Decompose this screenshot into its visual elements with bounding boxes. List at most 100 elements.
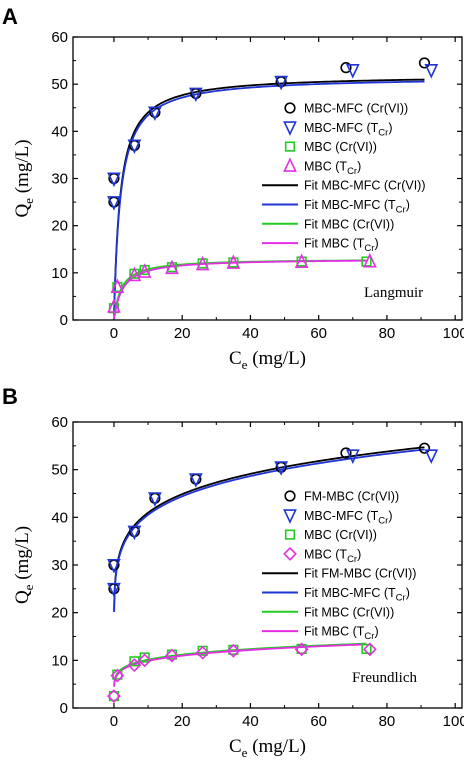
y-axis-title: Qe (mg/L) xyxy=(12,139,36,217)
data-point xyxy=(165,648,179,663)
legend-marker xyxy=(283,157,297,172)
series-3 xyxy=(108,643,372,702)
x-axis-title-sub: e xyxy=(242,357,248,372)
x-axis-title: Ce (mg/L) xyxy=(229,736,306,760)
data-point xyxy=(107,582,121,598)
data-point xyxy=(107,298,121,313)
x-tick-label: 60 xyxy=(310,325,327,342)
data-point xyxy=(148,492,162,507)
series-3 xyxy=(108,256,372,314)
legend-label-tail: ) xyxy=(357,159,361,173)
x-axis-title-unit: (mg/L) xyxy=(247,736,306,757)
series-4 xyxy=(107,252,377,313)
data-point xyxy=(418,442,431,454)
legend-label: Fit MBC (TCr) xyxy=(304,625,379,643)
legend-label: MBC-MFC (TCr) xyxy=(304,121,393,139)
legend-label-tail: ) xyxy=(374,237,378,251)
data-point xyxy=(110,278,125,293)
data-point xyxy=(107,196,121,211)
data-point xyxy=(107,558,121,574)
data-point xyxy=(107,689,121,704)
fit-line-2 xyxy=(113,80,425,316)
data-point xyxy=(226,643,241,658)
y-tick-label: 40 xyxy=(51,509,68,526)
legend-label-main: Fit FM-MBC (Cr(VI)) xyxy=(304,567,416,581)
legend-label-sub: Cr xyxy=(347,554,357,565)
legend-marker xyxy=(283,121,297,136)
model-annotation: Freundlich xyxy=(352,670,417,686)
data-point xyxy=(226,254,241,269)
y-axis-title-unit: (mg/L) xyxy=(12,139,33,198)
legend-marker xyxy=(283,546,297,561)
fit-line-2 xyxy=(113,448,425,613)
legend-label: Fit MBC (Cr(VI)) xyxy=(304,217,394,231)
x-axis-title: Ce (mg/L) xyxy=(229,348,306,372)
legend-label-tail: ) xyxy=(374,625,378,639)
legend-label-main: Fit MBC (Cr(VI)) xyxy=(304,217,394,231)
y-tick-label: 20 xyxy=(51,605,68,622)
legend-marker xyxy=(284,102,296,114)
x-tick-label: 0 xyxy=(110,325,118,342)
data-point xyxy=(424,64,439,79)
legend-label-main: MBC-MFC (T xyxy=(304,509,379,523)
legend-marker xyxy=(284,529,296,540)
data-point xyxy=(165,259,179,275)
x-axis-title-unit: (mg/L) xyxy=(247,348,306,369)
y-tick-label: 30 xyxy=(51,557,68,574)
legend-label-sub: Cr xyxy=(378,515,388,526)
data-point xyxy=(228,257,239,268)
legend-label-sub: Cr xyxy=(396,205,406,216)
legend-label-main: Fit MBC (Cr(VI)) xyxy=(304,605,394,619)
legend-label-main: MBC (T xyxy=(304,159,347,173)
data-point xyxy=(345,64,360,79)
legend-label-sub: Cr xyxy=(396,593,406,604)
y-tick-label: 10 xyxy=(51,652,68,669)
x-tick-label: 20 xyxy=(174,325,191,342)
legend-label-tail: ) xyxy=(388,121,392,135)
legend-label-main: Fit MBC-MFC (T xyxy=(304,586,396,600)
data-point xyxy=(148,106,162,122)
y-axis-title-sub: e xyxy=(21,198,36,204)
data-point xyxy=(188,473,203,488)
legend-label: MBC (TCr) xyxy=(304,547,361,565)
panel-letter: A xyxy=(2,4,18,29)
data-point xyxy=(137,653,152,668)
series-2 xyxy=(107,449,439,598)
legend-marker xyxy=(284,490,296,502)
x-tick-label: 40 xyxy=(242,325,259,342)
data-point xyxy=(294,253,309,268)
y-tick-label: 50 xyxy=(51,76,68,93)
data-point xyxy=(424,449,439,464)
x-tick-label: 80 xyxy=(379,325,396,342)
data-point xyxy=(127,139,142,155)
legend-label: Fit MBC-MFC (Cr(VI)) xyxy=(304,179,426,193)
x-tick-label: 100 xyxy=(443,325,464,342)
y-tick-label: 50 xyxy=(51,462,68,479)
legend-marker xyxy=(283,509,297,524)
y-tick-label: 0 xyxy=(60,312,68,329)
legend-label-tail: ) xyxy=(357,547,361,561)
legend-label-main: MBC-MFC (Cr(VI)) xyxy=(304,102,408,116)
fit-line-4 xyxy=(113,259,367,320)
x-tick-label: 20 xyxy=(174,713,191,730)
legend-label-main: Fit MBC-MFC (Cr(VI)) xyxy=(304,179,426,193)
series-4 xyxy=(107,642,377,704)
fit-line-4 xyxy=(113,643,367,687)
y-tick-label: 20 xyxy=(51,218,68,235)
x-tick-label: 80 xyxy=(379,713,396,730)
legend-label: MBC (Cr(VI)) xyxy=(304,528,377,542)
data-point xyxy=(294,642,309,657)
data-point xyxy=(195,255,210,271)
data-point xyxy=(340,62,352,74)
legend-label-main: MBC (Cr(VI)) xyxy=(304,140,377,154)
legend: FM-MBC (Cr(VI))MBC-MFC (TCr)MBC (Cr(VI))… xyxy=(262,490,416,643)
data-point xyxy=(108,690,120,702)
data-point xyxy=(274,461,289,476)
legend-label: Fit MBC-MFC (TCr) xyxy=(304,198,410,216)
series-2 xyxy=(107,64,439,211)
data-point xyxy=(296,256,307,267)
y-axis-title: Qe (mg/L) xyxy=(12,526,36,604)
